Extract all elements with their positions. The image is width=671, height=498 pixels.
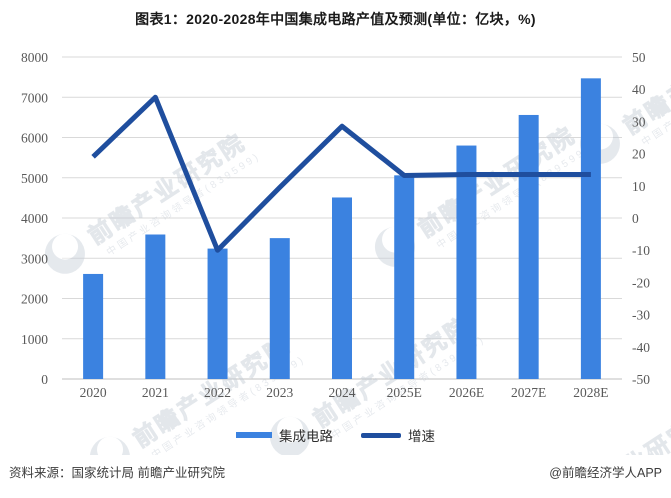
right-axis-tick-label: 50 xyxy=(632,50,646,65)
bar-2022 xyxy=(207,248,228,379)
bar-2026E xyxy=(456,145,477,379)
legend-bar-swatch xyxy=(236,432,272,438)
x-axis-label-2021: 2021 xyxy=(142,385,169,400)
watermark-logo-icon xyxy=(269,416,310,455)
right-axis-tick-label: 10 xyxy=(632,179,646,194)
left-axis-tick-label: 7000 xyxy=(21,90,48,105)
bar-2023 xyxy=(269,238,290,379)
right-axis-tick-label: -10 xyxy=(632,243,650,258)
right-axis-tick-label: -50 xyxy=(632,372,650,387)
footer: 资料来源：国家统计局 前瞻产业研究院 @前瞻经济学人APP xyxy=(0,462,671,481)
left-axis-tick-label: 8000 xyxy=(21,50,48,65)
x-axis-label-2027E: 2027E xyxy=(511,385,546,400)
watermark-logo-icon xyxy=(44,233,85,274)
x-axis-label-2023: 2023 xyxy=(266,385,293,400)
footer-source: 资料来源：国家统计局 前瞻产业研究院 xyxy=(9,466,225,480)
legend: 集成电路 增速 xyxy=(0,425,671,445)
left-axis-tick-label: 1000 xyxy=(21,332,48,347)
legend-bar-label: 集成电路 xyxy=(279,429,333,444)
bar-2028E xyxy=(580,78,601,379)
growth-line xyxy=(91,94,591,253)
right-axis-tick-label: -40 xyxy=(632,340,650,355)
left-axis-tick-label: 0 xyxy=(41,372,48,387)
watermark-logo-swirl xyxy=(277,416,304,443)
left-axis-tick-label: 6000 xyxy=(21,131,48,146)
legend-item-line: 增速 xyxy=(361,425,435,445)
watermark-logo-icon xyxy=(89,436,130,455)
left-axis-tick-label: 4000 xyxy=(21,211,48,226)
left-axis-tick-label: 3000 xyxy=(21,251,48,266)
x-axis-label-2026E: 2026E xyxy=(449,385,484,400)
right-axis-tick-label: 40 xyxy=(632,82,646,97)
right-axis-tick-label: 0 xyxy=(632,211,639,226)
left-axis-tick-label: 5000 xyxy=(21,171,48,186)
watermark-logo-swirl xyxy=(52,233,79,260)
bar-2024 xyxy=(332,197,352,379)
right-axis-tick-label: 20 xyxy=(632,147,646,162)
watermark-text: 前瞻产业研究院 xyxy=(84,128,251,249)
bar-2027E xyxy=(518,114,539,380)
x-axis-label-2025E: 2025E xyxy=(387,385,422,400)
watermark-text: 前瞻产业研究院 xyxy=(414,121,581,242)
legend-line-label: 增速 xyxy=(408,429,435,444)
x-axis-label-2020: 2020 xyxy=(80,385,107,400)
legend-item-bar: 集成电路 xyxy=(236,425,333,445)
right-axis-tick-label: 30 xyxy=(632,114,646,129)
legend-line-swatch xyxy=(361,432,401,438)
watermark-logo-swirl xyxy=(97,436,124,455)
right-axis-tick-label: -30 xyxy=(632,308,650,323)
x-axis-label-2022: 2022 xyxy=(204,385,231,400)
left-axis-tick-label: 2000 xyxy=(21,292,48,307)
right-axis-tick-label: -20 xyxy=(632,275,650,290)
x-axis-label-2028E: 2028E xyxy=(573,385,608,400)
bar-2025E xyxy=(394,175,415,379)
footer-credit: @前瞻经济学人APP xyxy=(549,466,662,480)
chart-title: 图表1：2020-2028年中国集成电路产值及预测(单位：亿块，%) xyxy=(135,11,536,27)
bar-2021 xyxy=(145,234,166,379)
bar-2020 xyxy=(83,273,104,379)
x-axis-label-2024: 2024 xyxy=(329,385,356,400)
